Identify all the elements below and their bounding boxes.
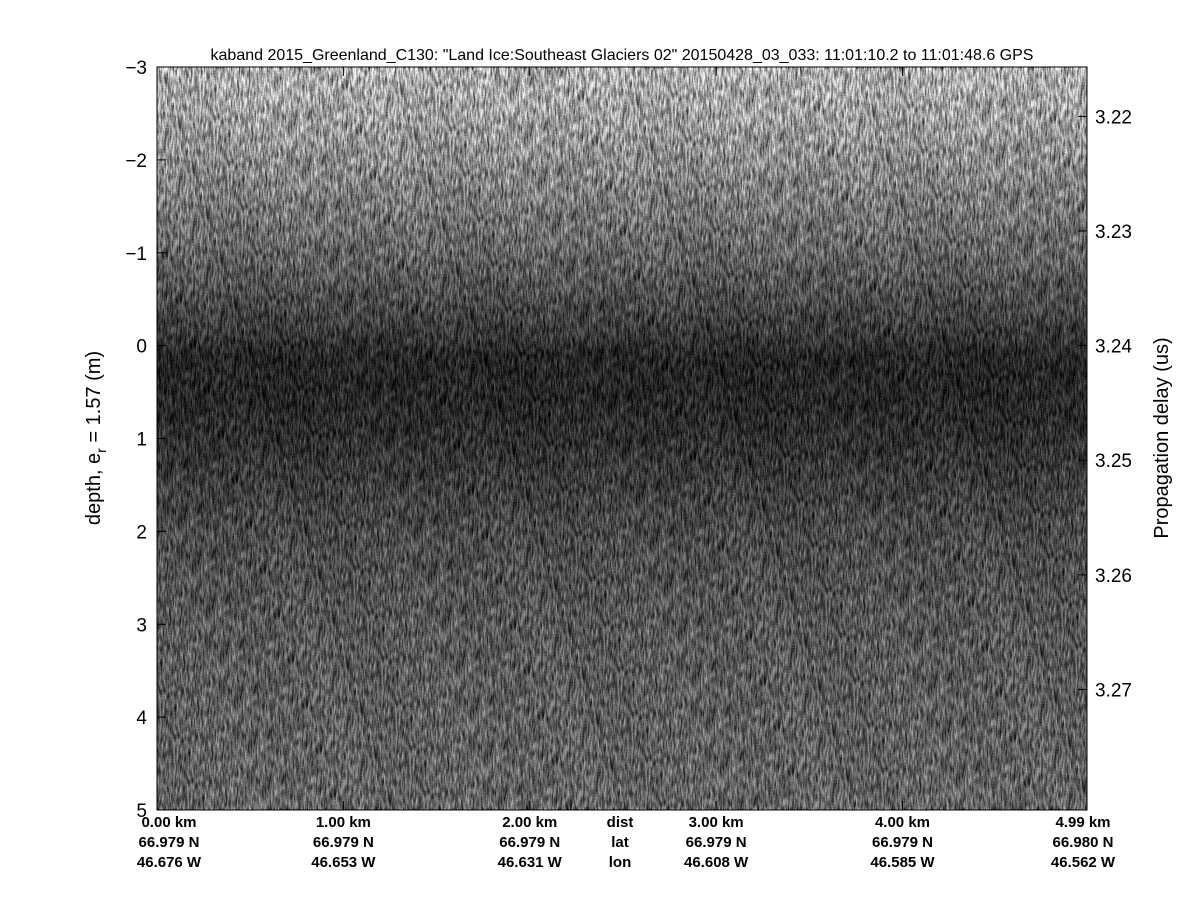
- x-tick-label-lon: 46.653 W: [311, 854, 376, 871]
- y-tick-label-left: 0: [136, 337, 147, 358]
- x-tick-label-lat: 66.980 N: [1053, 834, 1114, 851]
- chart-title: kaband 2015_Greenland_C130: "Land Ice:So…: [211, 47, 1034, 64]
- y-axis-label-right: Propagation delay (us): [1151, 337, 1173, 538]
- x-tick-label-lon: 46.608 W: [684, 854, 749, 871]
- x-tick-label-dist: 1.00 km: [316, 814, 371, 831]
- x-tick-label-dist: 4.00 km: [875, 814, 930, 831]
- y-tick-label-right: 3.24: [1095, 337, 1132, 358]
- x-tick-label-dist: 0.00 km: [141, 814, 196, 831]
- y-axis-label-left: depth, er = 1.57 (m): [83, 351, 109, 525]
- y-tick-label-right: 3.26: [1095, 566, 1132, 587]
- echogram-image: [157, 67, 1087, 810]
- y-tick-label-right: 3.23: [1095, 222, 1132, 243]
- x-tick-label-dist: 4.99 km: [1055, 814, 1110, 831]
- x-tick-label-lon: 46.562 W: [1051, 854, 1116, 871]
- x-row-label-lat: lat: [611, 834, 629, 851]
- x-tick-label-lat: 66.979 N: [499, 834, 560, 851]
- y-tick-label-left: −3: [125, 58, 147, 79]
- x-row-label-dist: dist: [607, 814, 634, 831]
- y-tick-label-left: −1: [125, 244, 147, 265]
- x-tick-label-lat: 66.979 N: [872, 834, 933, 851]
- y-tick-label-left: 1: [136, 430, 147, 451]
- y-tick-label-right: 3.27: [1095, 680, 1132, 701]
- plot-frame: [156, 66, 1088, 811]
- y-tick-label-left: 2: [136, 522, 147, 543]
- y-tick-label-left: −2: [125, 151, 147, 172]
- x-tick-label-dist: 2.00 km: [502, 814, 557, 831]
- x-row-label-lon: lon: [609, 854, 632, 871]
- y-tick-label-right: 3.25: [1095, 451, 1132, 472]
- y-tick-label-left: 4: [136, 708, 147, 729]
- y-tick-label-right: 3.22: [1095, 107, 1132, 128]
- x-tick-label-dist: 3.00 km: [689, 814, 744, 831]
- x-tick-label-lon: 46.676 W: [137, 854, 202, 871]
- y-tick-label-left: 5: [136, 801, 147, 822]
- x-tick-label-lat: 66.979 N: [686, 834, 747, 851]
- x-tick-label-lon: 46.631 W: [498, 854, 563, 871]
- x-tick-label-lat: 66.979 N: [139, 834, 200, 851]
- x-tick-label-lat: 66.979 N: [313, 834, 374, 851]
- x-tick-label-lon: 46.585 W: [870, 854, 935, 871]
- y-tick-label-left: 3: [136, 615, 147, 636]
